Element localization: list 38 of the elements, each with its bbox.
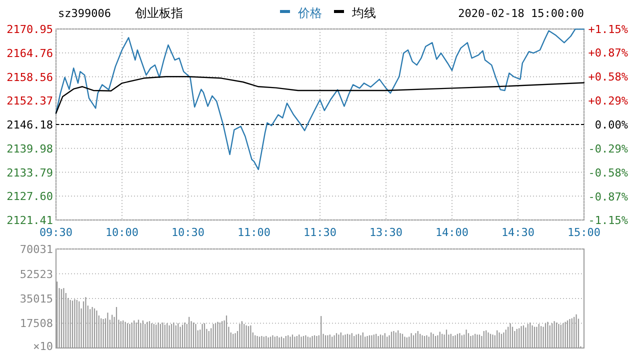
legend-label: 均线 (351, 6, 376, 20)
y-tick-label: 2121.41 (6, 214, 53, 227)
y2-tick-label: -0.87% (588, 190, 628, 204)
y-tick-label: 2139.98 (6, 142, 53, 156)
y-tick-label: 2152.37 (6, 94, 53, 108)
y2-tick-label: -0.58% (588, 166, 628, 180)
y-tick-label: 2158.56 (6, 70, 53, 84)
y-axis-title: ×10 (33, 340, 53, 352)
y2-tick-label: +0.58% (588, 70, 628, 84)
x-tick-label: 15:00 (567, 226, 601, 239)
y-tick-label: 2164.76 (6, 46, 53, 60)
x-tick-label: 11:00 (237, 226, 271, 239)
y2-tick-label: +0.87% (588, 46, 628, 60)
legend-label: 价格 (297, 6, 322, 20)
y-tick-label: 2170.95 (6, 23, 53, 36)
x-tick-label: 14:30 (501, 226, 535, 239)
y2-tick-label: -1.15% (588, 214, 628, 227)
line-series (55, 76, 585, 114)
x-tick-label: 11:30 (303, 226, 337, 239)
x-tick-label: 14:00 (435, 226, 469, 239)
y-tick-label: 35015 (20, 292, 53, 306)
y2-tick-label: +0.29% (588, 94, 628, 108)
y-tick-label: 52523 (20, 268, 53, 281)
y-tick-label: 70031 (20, 243, 53, 256)
chart-title: 创业板指 (135, 6, 183, 20)
y-tick-label: 2133.79 (6, 166, 53, 180)
y-tick-label: 2127.60 (6, 190, 53, 204)
chart-subtitle: sz399006 (58, 7, 111, 20)
y2-tick-label: 0.00% (594, 118, 628, 132)
y-tick-label: 17508 (20, 317, 53, 330)
x-tick-label: 10:00 (105, 226, 139, 239)
x-tick-label: 09:30 (39, 226, 73, 239)
x-tick-label: 13:30 (369, 226, 403, 239)
y2-tick-label: -0.29% (588, 142, 628, 156)
x-tick-label: 10:30 (171, 226, 205, 239)
y2-tick-label: +1.15% (588, 23, 628, 36)
y-tick-label: 2146.18 (6, 118, 53, 132)
text: 2020-02-18 15:00:00 (458, 7, 584, 20)
